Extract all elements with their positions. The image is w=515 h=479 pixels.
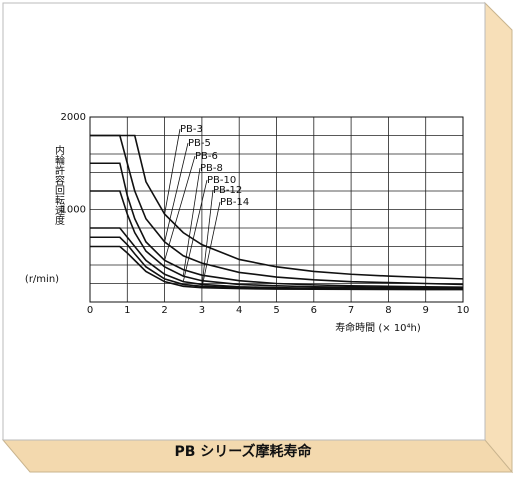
legend-label: PB-14 — [220, 197, 249, 208]
y-axis-unit: (r/min) — [25, 274, 59, 285]
y-tick-label: 1000 — [61, 205, 86, 216]
leader-line — [182, 167, 201, 277]
leader-line — [164, 128, 181, 215]
x-tick-label: 1 — [124, 305, 130, 316]
legend-label: PB-3 — [180, 124, 203, 135]
leader-line — [182, 179, 208, 282]
plot-frame — [89, 116, 464, 303]
legend-label: PB-6 — [195, 151, 218, 162]
x-tick-label: 2 — [161, 305, 167, 316]
panel — [2, 2, 486, 441]
series-line — [90, 190, 464, 289]
x-tick-label: 8 — [385, 305, 391, 316]
series-line — [90, 134, 464, 280]
series-line — [90, 134, 464, 286]
caption: PB シリーズ摩耗寿命 — [174, 443, 312, 460]
legend-label: PB-10 — [207, 175, 236, 186]
x-tick-label: 7 — [348, 305, 354, 316]
x-tick-label: 9 — [423, 305, 429, 316]
leader-line — [201, 189, 214, 287]
x-tick-label: 4 — [236, 305, 242, 316]
x-axis-title: 寿命時間 (× 10⁴h) — [335, 321, 421, 334]
legend-label: PB-8 — [200, 163, 223, 174]
leader-line — [164, 155, 196, 261]
series-line — [90, 245, 463, 291]
y-tick-label: 2000 — [61, 112, 86, 123]
leader-line — [201, 201, 221, 288]
legend-label: PB-5 — [188, 138, 211, 149]
legend-label: PB-12 — [213, 185, 242, 196]
series-line — [90, 162, 464, 288]
x-tick-label: 6 — [311, 305, 317, 316]
x-tick-label: 3 — [199, 305, 205, 316]
leader-line — [164, 142, 189, 242]
panel-side — [484, 1, 513, 474]
x-tick-label: 0 — [87, 305, 93, 316]
y-axis-title: 内輪許容回転速度 — [53, 144, 65, 226]
x-tick-label: 10 — [457, 305, 470, 316]
x-tick-label: 5 — [273, 305, 279, 316]
